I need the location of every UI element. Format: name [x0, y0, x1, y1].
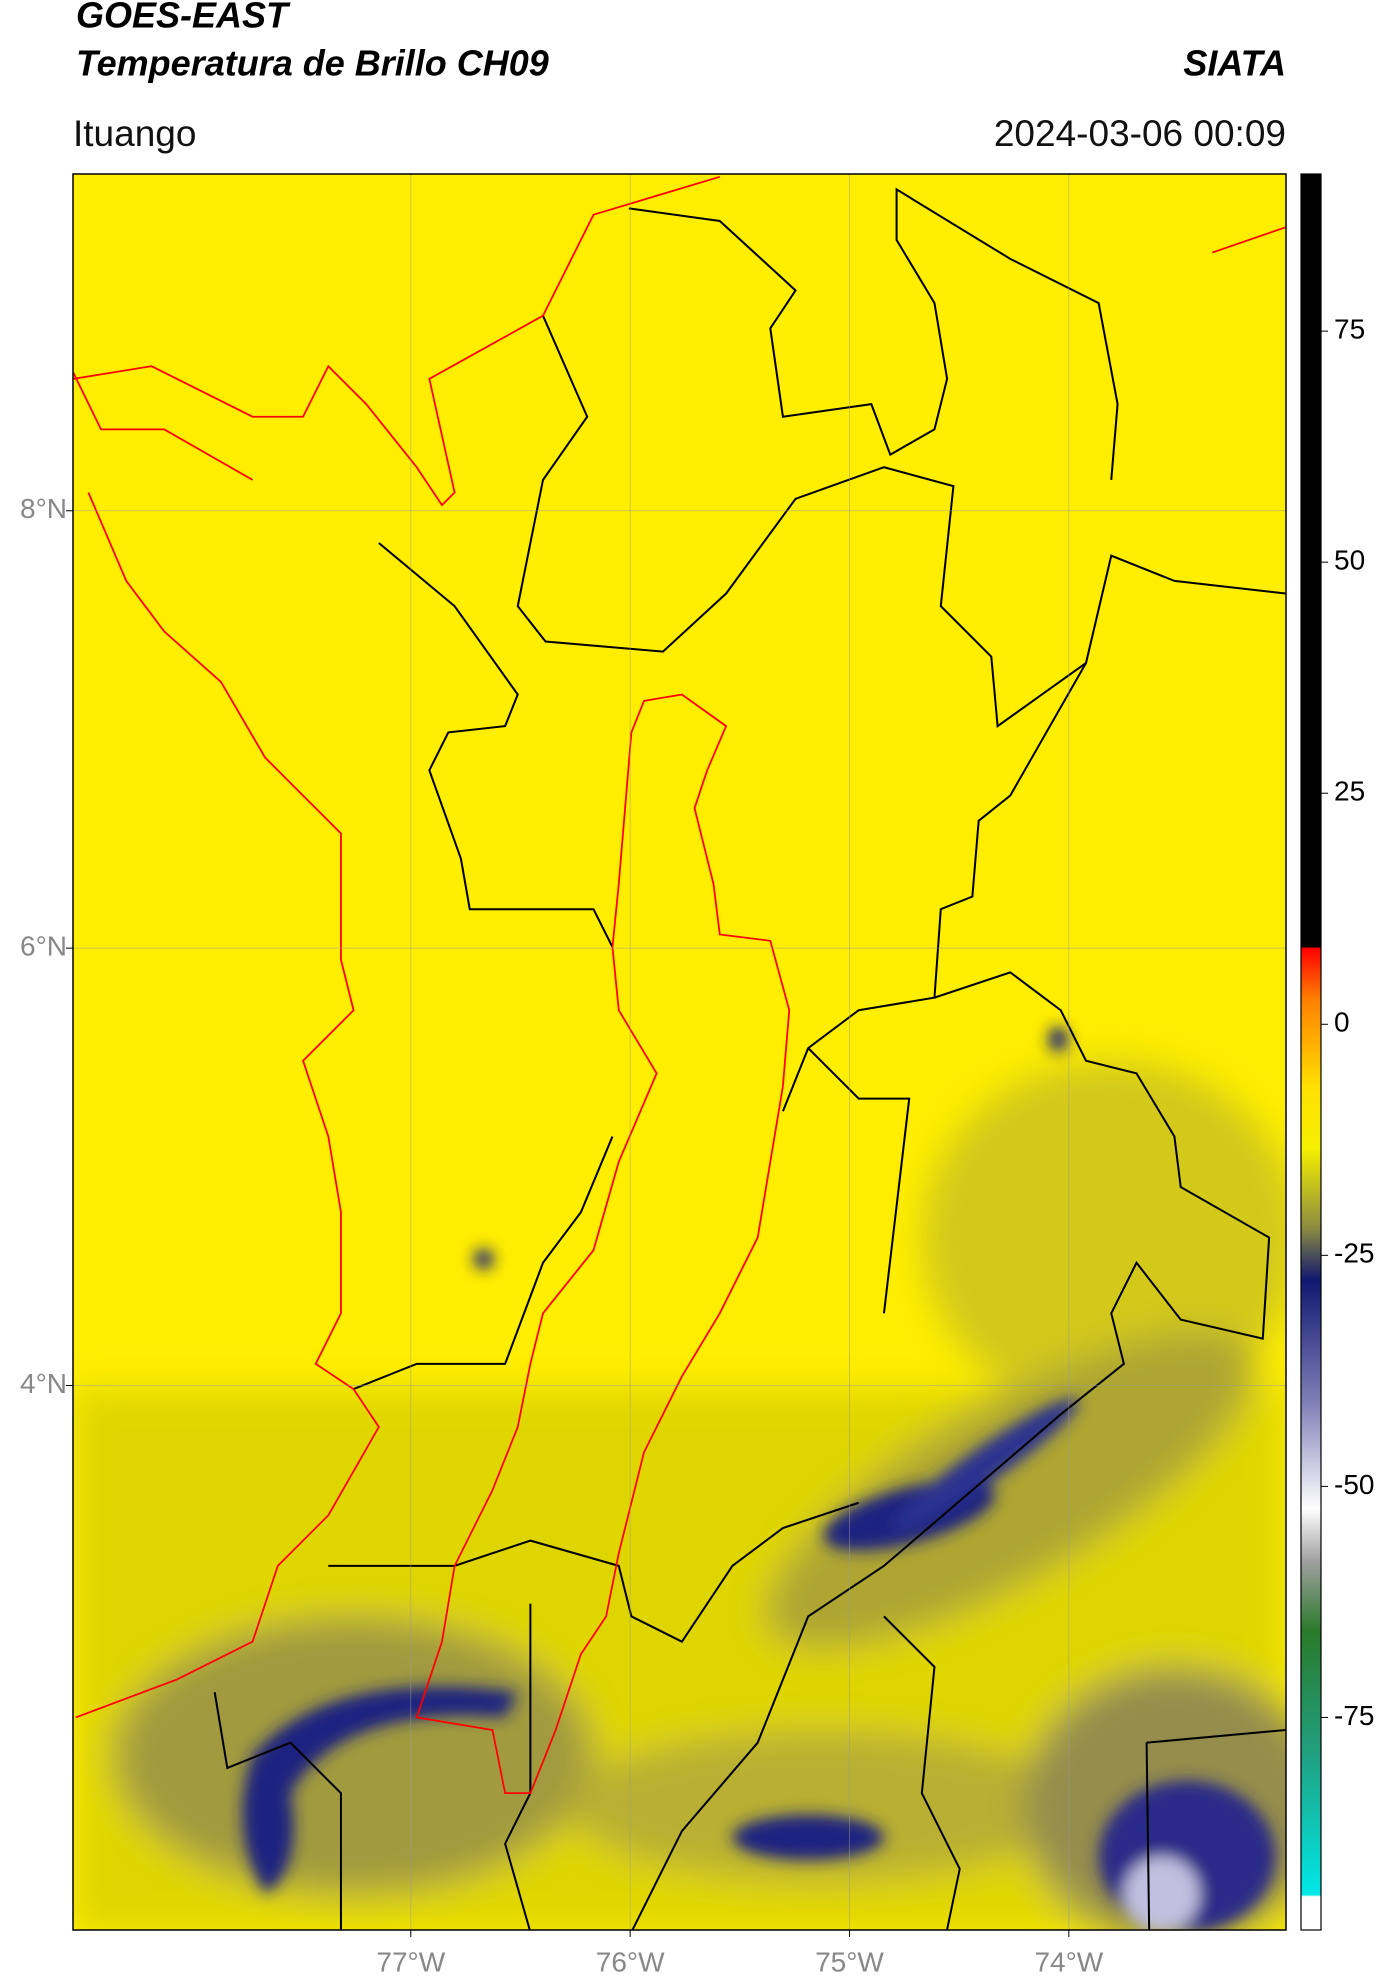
- y-tick-label: 4°N: [20, 1368, 67, 1399]
- y-tick-label: 6°N: [20, 931, 67, 962]
- location: Ituango: [73, 113, 196, 154]
- colorbar-tick-label: 50: [1334, 545, 1365, 576]
- colorbar-tick-label: 25: [1334, 776, 1365, 807]
- colorbar-tick-label: -50: [1334, 1469, 1374, 1500]
- colorbar-tick-label: -75: [1334, 1700, 1374, 1731]
- x-tick-label: 77°W: [376, 1946, 445, 1977]
- title: GOES-EAST: [76, 0, 291, 36]
- colorbar-tick-label: 75: [1334, 314, 1365, 345]
- colorbar-tick-label: 0: [1334, 1007, 1350, 1038]
- x-tick-label: 75°W: [815, 1946, 884, 1977]
- map-frame: [72, 173, 1287, 1931]
- datetime: 2024-03-06 00:09: [994, 113, 1286, 154]
- subtitle: Temperatura de Brillo CH09: [76, 43, 549, 84]
- y-tick-label: 8°N: [20, 493, 67, 524]
- colorbar: [1300, 173, 1322, 1931]
- map-area: [73, 174, 1286, 1930]
- x-tick-label: 74°W: [1034, 1946, 1103, 1977]
- x-tick-label: 76°W: [596, 1946, 665, 1977]
- colorbar-tick-label: -25: [1334, 1238, 1374, 1269]
- source: SIATA: [1183, 43, 1286, 84]
